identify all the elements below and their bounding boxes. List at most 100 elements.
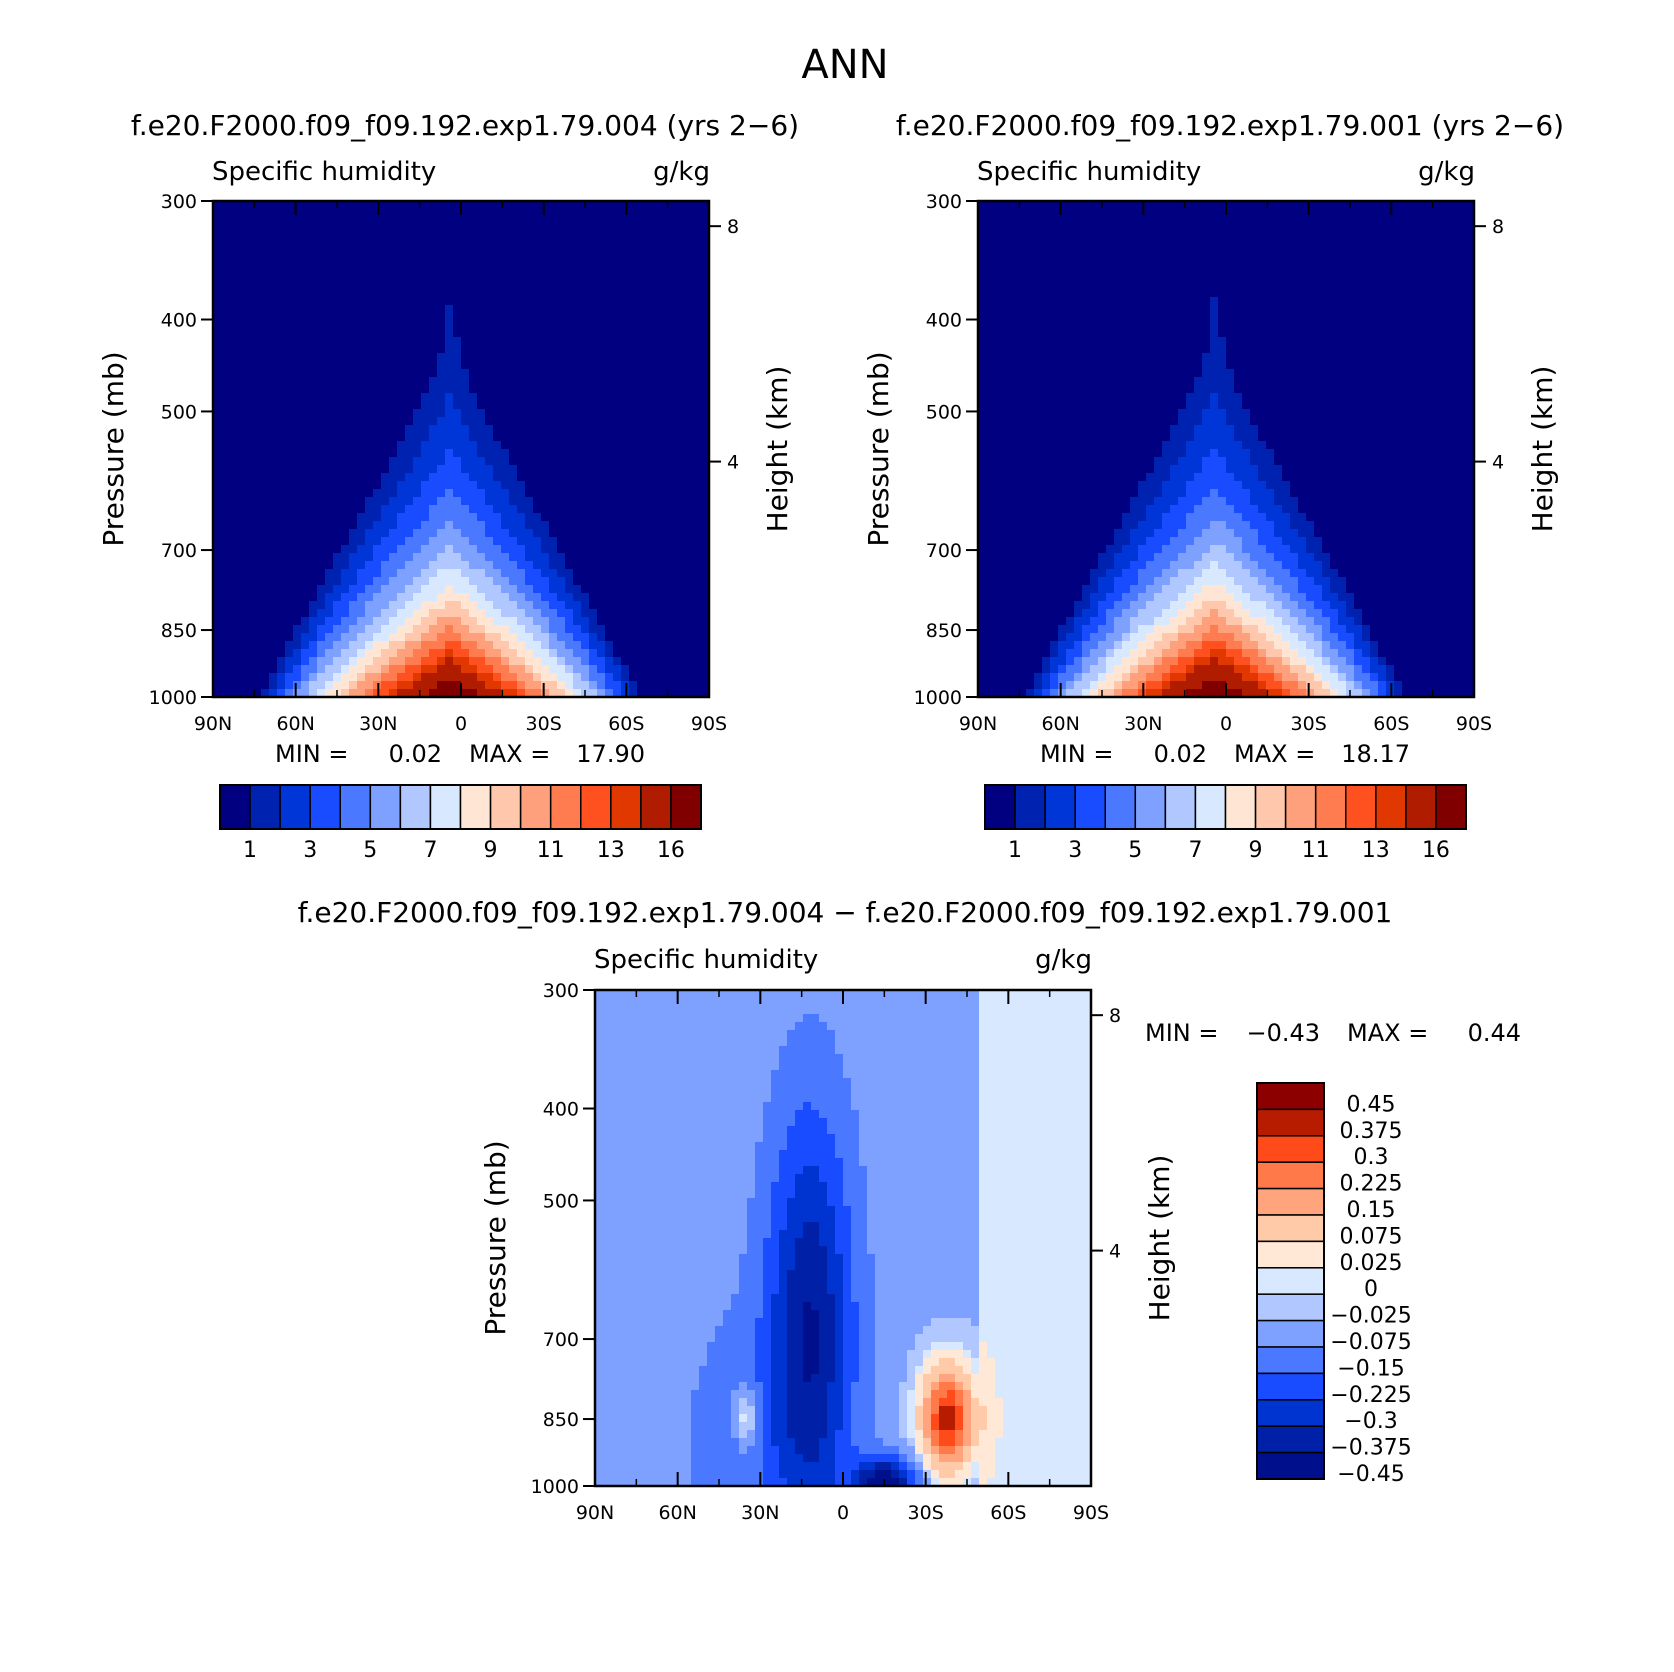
contour-cell (405, 601, 414, 610)
contour-cell (533, 657, 542, 666)
contour-cell (661, 633, 670, 642)
contour-cell (701, 497, 710, 506)
contour-cell (485, 457, 494, 466)
contour-cell (629, 233, 638, 242)
contour-cell (381, 649, 390, 658)
contour-cell (1114, 209, 1123, 218)
contour-cell (605, 537, 614, 546)
contour-cell (597, 561, 606, 570)
contour-cell (1090, 289, 1099, 298)
contour-cell (541, 273, 550, 282)
contour-cell (557, 217, 566, 226)
contour-cell (1298, 217, 1307, 226)
contour-cell (677, 417, 686, 426)
contour-cell (405, 617, 414, 626)
contour-cell (1202, 305, 1211, 314)
contour-cell (389, 353, 398, 362)
contour-cell (477, 313, 486, 322)
contour-cell (365, 233, 374, 242)
contour-cell (285, 305, 294, 314)
contour-cell (213, 505, 222, 514)
contour-cell (1402, 217, 1411, 226)
contour-cell (1306, 313, 1315, 322)
contour-cell (573, 657, 582, 666)
contour-cell (645, 441, 654, 450)
contour-cell (333, 633, 342, 642)
contour-cell (453, 673, 462, 682)
contour-cell (1002, 305, 1011, 314)
contour-cell (701, 657, 710, 666)
contour-cell (693, 489, 702, 498)
contour-cell (1378, 241, 1387, 250)
contour-cell (381, 497, 390, 506)
contour-cell (469, 457, 478, 466)
contour-cell (629, 393, 638, 402)
contour-cell (541, 281, 550, 290)
contour-cell (557, 649, 566, 658)
contour-cell (509, 417, 518, 426)
contour-cell (1370, 225, 1379, 234)
contour-cell (557, 561, 566, 570)
contour-cell (597, 689, 606, 698)
contour-cell (701, 593, 710, 602)
contour-cell (1170, 233, 1179, 242)
contour-cell (533, 601, 542, 610)
contour-cell (1306, 265, 1315, 274)
contour-cell (253, 513, 262, 522)
contour-cell (309, 297, 318, 306)
contour-cell (1402, 265, 1411, 274)
contour-cell (1026, 265, 1035, 274)
contour-cell (557, 681, 566, 690)
contour-cell (373, 537, 382, 546)
contour-cell (213, 345, 222, 354)
contour-cell (1354, 297, 1363, 306)
contour-cell (669, 561, 678, 570)
contour-cell (469, 529, 478, 538)
contour-cell (213, 593, 222, 602)
contour-cell (1034, 209, 1043, 218)
contour-cell (213, 641, 222, 650)
contour-cell (701, 433, 710, 442)
contour-cell (669, 249, 678, 258)
contour-cell (453, 593, 462, 602)
contour-cell (1146, 265, 1155, 274)
contour-cell (557, 689, 566, 698)
contour-cell (309, 641, 318, 650)
contour-cell (661, 465, 670, 474)
contour-cell (277, 393, 286, 402)
contour-cell (573, 305, 582, 314)
contour-cell (1370, 209, 1379, 218)
contour-cell (373, 433, 382, 442)
contour-cell (637, 497, 646, 506)
contour-cell (429, 449, 438, 458)
contour-cell (381, 473, 390, 482)
contour-cell (677, 625, 686, 634)
contour-cell (269, 481, 278, 490)
contour-cell (277, 409, 286, 418)
contour-cell (445, 689, 454, 698)
contour-cell (1282, 321, 1291, 330)
contour-cell (357, 329, 366, 338)
contour-cell (253, 561, 262, 570)
contour-cell (229, 321, 238, 330)
contour-cell (277, 425, 286, 434)
contour-cell (229, 217, 238, 226)
contour-cell (461, 601, 470, 610)
contour-cell (365, 225, 374, 234)
contour-cell (413, 377, 422, 386)
contour-cell (309, 449, 318, 458)
contour-cell (341, 201, 350, 210)
contour-cell (349, 601, 358, 610)
contour-cell (589, 641, 598, 650)
contour-cell (245, 625, 254, 634)
y2-tick-label: 4 (727, 452, 739, 474)
contour-cell (557, 377, 566, 386)
contour-cell (1026, 233, 1035, 242)
contour-cell (293, 273, 302, 282)
contour-cell (661, 353, 670, 362)
contour-cell (309, 545, 318, 554)
contour-cell (277, 297, 286, 306)
colorbar-swatch (580, 784, 612, 830)
contour-cell (701, 209, 710, 218)
contour-cell (589, 681, 598, 690)
